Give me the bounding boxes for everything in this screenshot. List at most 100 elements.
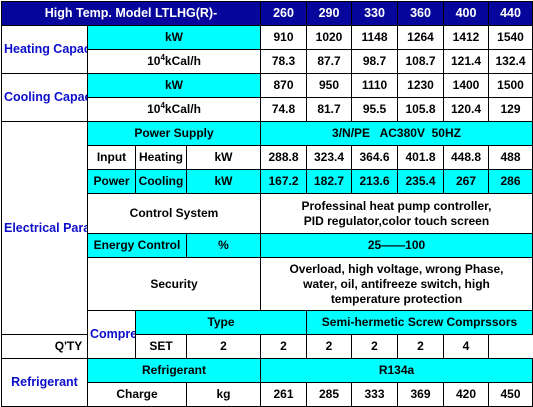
cooling-kcal-value: 129 [488,97,533,122]
power-cooling-value: 167.2 [260,169,307,194]
heating-kw-value: 1540 [488,25,533,50]
heating-kw-value: 1148 [351,25,398,50]
energy-control-label: Energy Control [87,233,187,258]
control-system-label: Control System [87,193,261,234]
refrigerant-category-label: Refrigerant [1,358,88,407]
charge-value: 369 [397,382,444,407]
security-row: Security Overload, high voltage, wrong P… [2,257,533,311]
heating-kw-value: 1020 [306,25,352,50]
cooling-kw-value: 1400 [443,73,489,98]
power-cooling-value: 267 [443,169,489,194]
input-heating-value: 488 [488,145,533,170]
heating-kcal-value: 78.3 [260,49,307,74]
electrical-parameters-label: Electrical Parameters [1,121,88,335]
cooling-kcal-row: 104kCal/h 74.8 81.7 95.5 105.8 120.4 129 [2,97,533,122]
power-supply-value: 3/N/PE AC380V 50HZ [260,121,533,146]
refrigerant-value: R134a [260,358,533,383]
refrigerant-label: Refrigerant [87,358,261,383]
compressor-qty-row: Q'TY SET 2 2 2 2 2 4 [1,334,533,359]
cooling-kw-value: 870 [260,73,307,98]
model-label: High Temp. Model LTLHG(R)- [1,1,261,26]
heating-kw-value: 1264 [397,25,444,50]
power-cooling-value: 286 [488,169,533,194]
power-cooling-value: 235.4 [397,169,444,194]
cooling-kw-row: Cooling Capacity kW 870 950 1110 1230 14… [1,73,533,122]
input-heating-value: 288.8 [260,145,307,170]
model-440-header: 440 [488,1,533,26]
cooling-kcal-value: 120.4 [443,97,489,122]
control-system-value: Professinal heat pump controller, PID reg… [260,193,533,234]
heating-capacity-label: Heating Capacity [1,25,88,74]
power-cooling-row: Power Cooling kW 167.2 182.7 213.6 235.4… [2,169,533,194]
compressor-type-value: Semi-hermetic Screw Comprssors [306,310,533,335]
cooling-kw-value: 1500 [488,73,533,98]
model-290-header: 290 [306,1,352,26]
heating-kcal-value: 87.7 [306,49,352,74]
qty-unit: SET [135,334,187,359]
cooling-kcal-value: 81.7 [306,97,352,122]
qty-value: 4 [443,334,489,359]
charge-label: Charge [87,382,187,407]
heating-sub-label: Heating [135,145,187,170]
power-cooling-value: 182.7 [306,169,352,194]
header-row: High Temp. Model LTLHG(R)- 260 290 330 3… [1,1,533,26]
heating-kcal-value: 108.7 [397,49,444,74]
input-heating-value: 364.6 [351,145,398,170]
model-400-header: 400 [443,1,489,26]
cooling-sub-label: Cooling [135,169,187,194]
input-label: Input [87,145,136,170]
energy-control-unit: % [186,233,261,258]
charge-value: 261 [260,382,307,407]
cooling-kw-value: 1110 [351,73,398,98]
qty-value: 2 [397,334,444,359]
charge-value: 420 [443,382,489,407]
heating-kw-row: Heating Capacity kW 910 1020 1148 1264 1… [1,25,533,74]
cooling-kcal-value: 105.8 [397,97,444,122]
input-heating-value: 323.4 [306,145,352,170]
heating-kcal-value: 98.7 [351,49,398,74]
cooling-kw-value: 1230 [397,73,444,98]
cooling-kcal-unit: 104kCal/h [87,97,261,122]
heating-kw-value: 910 [260,25,307,50]
security-value: Overload, high voltage, wrong Phase, wate… [260,257,533,311]
charge-value: 333 [351,382,398,407]
charge-unit: kg [186,382,261,407]
heating-kw-value: 1412 [443,25,489,50]
qty-value: 2 [186,334,261,359]
heating-kcal-unit: 104kCal/h [87,49,261,74]
input-heating-value: 401.8 [397,145,444,170]
input-heating-value: 448.8 [443,145,489,170]
heating-kcal-value: 132.4 [488,49,533,74]
cooling-capacity-label: Cooling Capacity [1,73,88,122]
qty-value: 2 [260,334,307,359]
heating-kw-unit: kW [87,25,261,50]
power-cooling-value: 213.6 [351,169,398,194]
model-260-header: 260 [260,1,307,26]
energy-control-row: Energy Control % 25——100 [2,233,533,258]
compressor-type-row: Compressor Type Semi-hermetic Screw Comp… [2,310,533,359]
charge-value: 285 [306,382,352,407]
qty-value: 2 [306,334,352,359]
cooling-kw-value: 950 [306,73,352,98]
refrigerant-charge-row: Charge kg 261 285 333 369 420 450 [2,382,533,407]
model-330-header: 330 [351,1,398,26]
heating-kcal-value: 121.4 [443,49,489,74]
qty-value: 2 [351,334,398,359]
input-heating-row: Input Heating kW 288.8 323.4 364.6 401.8… [2,145,533,170]
power-supply-row: Electrical Parameters Power Supply 3/N/P… [1,121,533,335]
security-label: Security [87,257,261,311]
model-360-header: 360 [397,1,444,26]
cooling-kcal-value: 95.5 [351,97,398,122]
compressor-type-label: Type [135,310,307,335]
power-kw-unit: kW [186,169,261,194]
power-supply-label: Power Supply [87,121,261,146]
power-label: Power [87,169,136,194]
refrigerant-type-row: Refrigerant Refrigerant R134a [1,358,533,407]
cooling-kcal-value: 74.8 [260,97,307,122]
charge-value: 450 [488,382,533,407]
input-kw-unit: kW [186,145,261,170]
cooling-kw-unit: kW [87,73,261,98]
heating-kcal-row: 104kCal/h 78.3 87.7 98.7 108.7 121.4 132… [2,49,533,74]
energy-control-value: 25——100 [260,233,533,258]
